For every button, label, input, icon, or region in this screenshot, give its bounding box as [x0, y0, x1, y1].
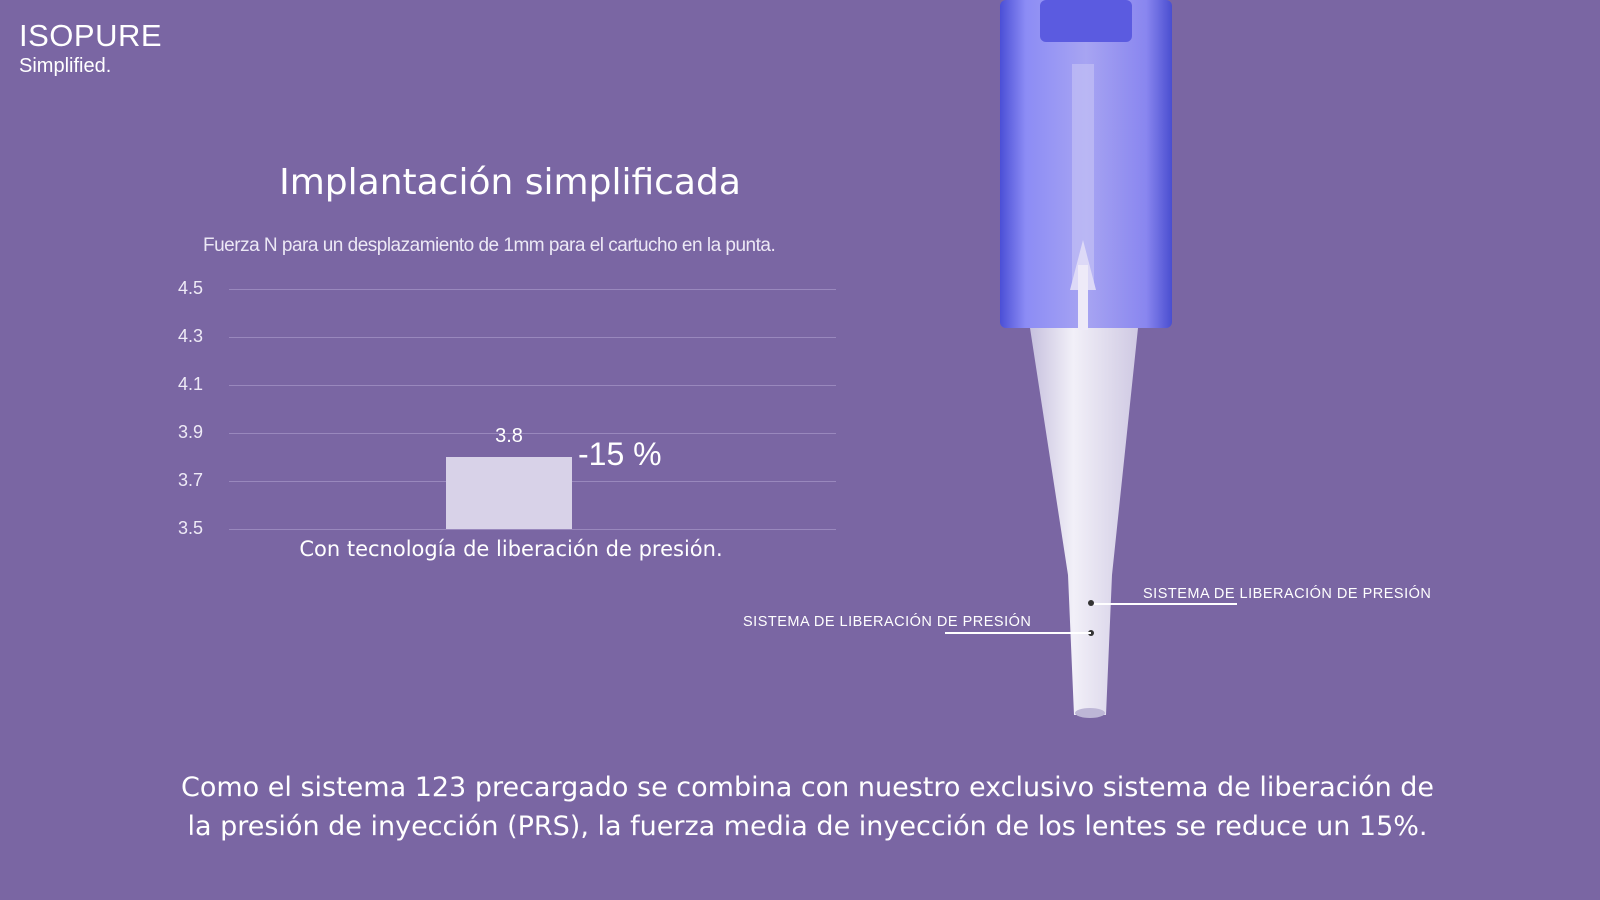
injector-device: [1000, 0, 1172, 718]
reduction-annotation: -15 %: [578, 436, 662, 472]
bar-value-label: 3.8: [495, 425, 523, 447]
device-window: [1040, 0, 1132, 42]
caption-line-2: la presión de inyección (PRS), la fuerza…: [187, 811, 1428, 842]
brand-logo: ISOPURE: [19, 18, 163, 53]
label-pressure-release-left: SISTEMA DE LIBERACIÓN DE PRESIÓN: [743, 614, 1032, 630]
y-tick-label: 3.5: [178, 518, 204, 538]
caption: Como el sistema 123 precargado se combin…: [100, 768, 1515, 846]
gridline: [229, 337, 836, 338]
bar: [446, 457, 572, 529]
caption-line-1: Como el sistema 123 precargado se combin…: [180, 772, 1435, 803]
gridline: [229, 433, 836, 434]
gridline: [229, 289, 836, 290]
pointer-line-left: [945, 632, 1091, 634]
page-title: Implantación simplificada: [279, 162, 741, 203]
gridline: [229, 385, 836, 386]
category-label: Con tecnología de liberación de presión.: [299, 537, 723, 561]
chart-subtitle: Fuerza N para un desplazamiento de 1mm p…: [203, 235, 776, 256]
y-tick-label: 4.3: [178, 326, 204, 346]
label-pressure-release-right: SISTEMA DE LIBERACIÓN DE PRESIÓN: [1143, 586, 1432, 602]
y-tick-label: 4.5: [178, 278, 204, 298]
y-tick-label: 4.1: [178, 374, 204, 394]
pointer-line-right: [1094, 603, 1237, 605]
y-tick-label: 3.9: [178, 422, 204, 442]
y-tick-label: 3.7: [178, 470, 204, 490]
brand-tagline: Simplified.: [19, 55, 112, 77]
gridline: [229, 529, 836, 530]
